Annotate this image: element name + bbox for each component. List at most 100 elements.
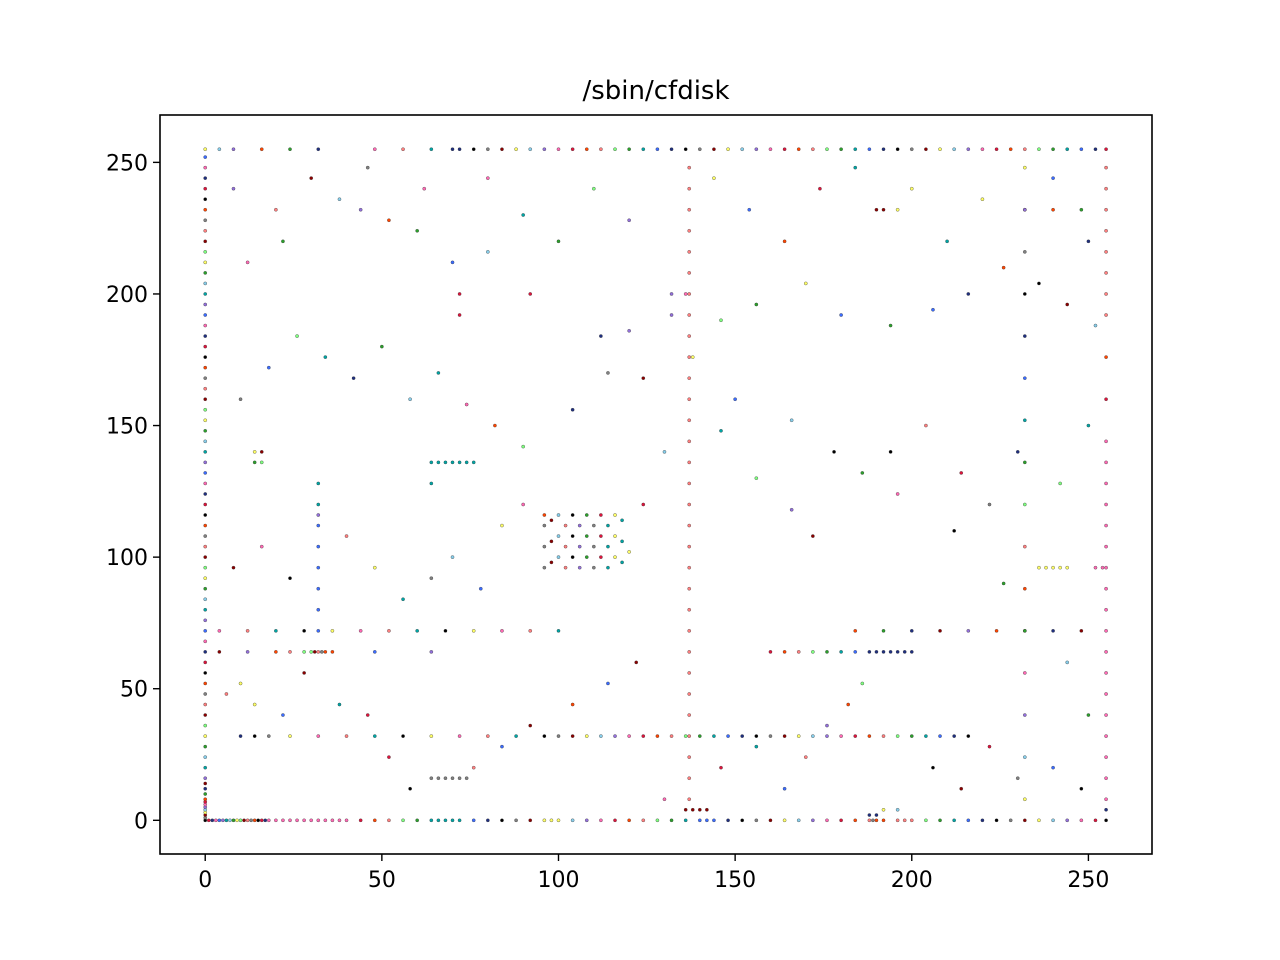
data-point	[373, 147, 377, 151]
data-point	[1051, 765, 1055, 770]
data-point	[726, 734, 730, 738]
data-point	[245, 260, 250, 265]
data-point	[1104, 755, 1108, 759]
data-point	[796, 734, 801, 738]
data-point	[203, 555, 207, 559]
data-point	[330, 818, 335, 823]
data-point	[252, 734, 257, 738]
data-point	[687, 650, 691, 654]
data-point	[542, 565, 547, 570]
data-point	[825, 818, 829, 823]
data-point	[669, 147, 674, 151]
data-point	[683, 147, 688, 151]
data-point	[592, 523, 596, 528]
data-point	[1104, 271, 1108, 275]
data-point	[309, 650, 313, 654]
data-point	[1079, 207, 1084, 212]
data-point	[203, 197, 207, 201]
data-point	[478, 586, 483, 591]
data-point	[698, 734, 702, 738]
data-point	[436, 371, 441, 375]
data-point	[203, 407, 207, 412]
data-point	[687, 586, 691, 591]
data-point	[373, 818, 377, 823]
data-point	[613, 555, 617, 559]
data-point	[1037, 147, 1041, 151]
x-tick-label: 200	[891, 868, 933, 893]
data-point	[203, 618, 207, 623]
data-point	[408, 397, 412, 402]
data-point	[429, 818, 434, 823]
data-point	[556, 239, 561, 244]
data-point	[867, 147, 872, 151]
data-point	[521, 444, 525, 449]
points-layer	[203, 147, 1108, 823]
data-point	[839, 147, 843, 151]
data-point	[259, 818, 264, 823]
data-point	[1086, 239, 1091, 244]
data-point	[274, 818, 278, 823]
data-point	[1037, 281, 1041, 286]
data-point	[687, 713, 691, 717]
data-point	[687, 755, 691, 759]
data-point	[1058, 481, 1062, 486]
data-point	[599, 818, 603, 823]
plot-frame	[159, 114, 1153, 855]
data-point	[231, 186, 236, 191]
data-point	[966, 818, 971, 823]
data-point	[690, 355, 695, 359]
data-point	[316, 523, 321, 528]
data-point	[620, 539, 624, 544]
data-point	[1065, 147, 1069, 151]
data-point	[687, 186, 691, 191]
data-point	[563, 523, 568, 528]
data-point	[987, 502, 992, 507]
data-point	[443, 460, 448, 465]
data-point	[528, 818, 533, 823]
data-point	[924, 147, 928, 151]
data-point	[669, 313, 674, 317]
data-point	[687, 439, 691, 444]
data-point	[687, 460, 691, 465]
data-point	[924, 818, 928, 823]
data-point	[203, 723, 207, 728]
data-point	[719, 765, 723, 770]
data-point	[302, 671, 306, 675]
data-point	[839, 818, 843, 823]
data-point	[1044, 565, 1048, 570]
data-point	[373, 565, 377, 570]
data-point	[1065, 660, 1069, 665]
data-point	[429, 776, 434, 780]
data-point	[302, 629, 306, 633]
data-point	[768, 650, 773, 654]
data-point	[1093, 565, 1098, 570]
x-tick-label: 0	[198, 868, 212, 893]
data-point	[443, 776, 448, 780]
data-point	[521, 502, 525, 507]
x-tick-label: 100	[537, 868, 579, 893]
data-point	[712, 176, 716, 180]
data-point	[1093, 147, 1098, 151]
data-point	[309, 818, 313, 823]
data-point	[549, 818, 554, 823]
data-point	[966, 629, 971, 633]
data-point	[457, 818, 462, 823]
data-point	[641, 147, 646, 151]
data-point	[316, 586, 321, 591]
x-tick-label: 250	[1067, 868, 1109, 893]
data-point	[599, 513, 603, 517]
data-point	[316, 544, 321, 549]
data-point	[259, 544, 264, 549]
data-point	[796, 147, 801, 151]
data-point	[471, 460, 476, 465]
data-point	[627, 147, 631, 151]
data-point	[1037, 565, 1041, 570]
data-point	[789, 418, 794, 423]
data-point	[450, 260, 455, 265]
data-point	[839, 313, 843, 317]
data-point	[316, 481, 321, 486]
data-point	[811, 818, 815, 823]
data-point	[1086, 423, 1091, 428]
